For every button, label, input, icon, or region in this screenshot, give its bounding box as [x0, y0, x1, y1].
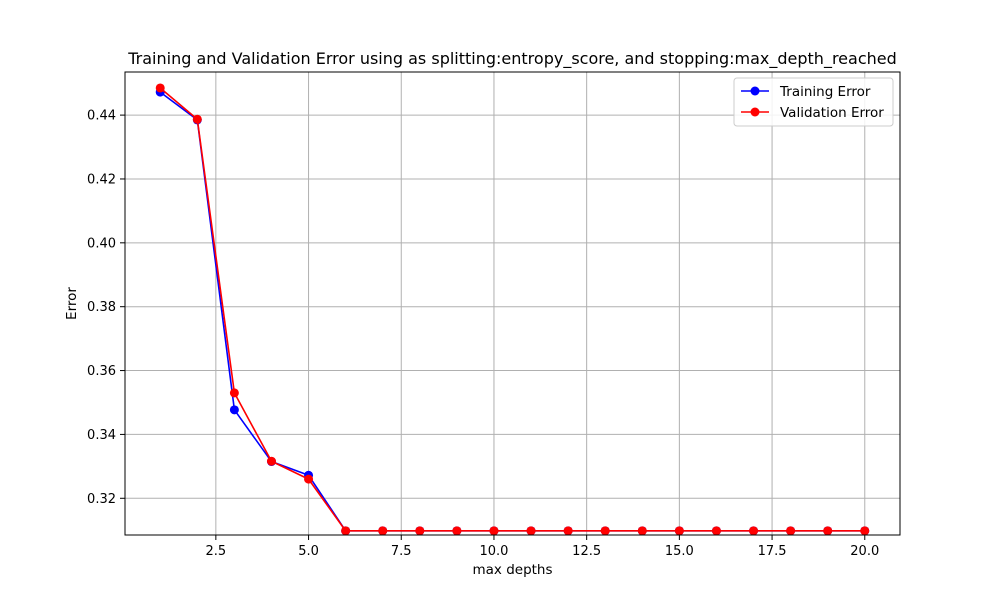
chart-title: Training and Validation Error using as s… — [127, 49, 897, 69]
data-point — [526, 526, 536, 536]
legend-marker — [750, 86, 760, 96]
y-tick-label: 0.38 — [87, 300, 116, 315]
data-point — [452, 526, 462, 536]
x-tick-label: 12.5 — [572, 544, 601, 559]
y-tick-label: 0.36 — [87, 364, 116, 379]
plot-area — [125, 72, 900, 535]
axis-ticks: 2.5 5.0 7.5 10.0 12.5 15.0 17.5 20.0 0.32 0.34 0.3… — [87, 109, 879, 559]
y-axis-label: Error — [64, 287, 80, 320]
y-tick-label: 0.32 — [87, 492, 116, 507]
data-point — [266, 456, 276, 466]
data-point — [637, 526, 647, 536]
data-point — [415, 526, 425, 536]
data-point — [674, 526, 684, 536]
data-point — [823, 526, 833, 536]
data-point — [378, 526, 388, 536]
x-axis-label: max depths — [472, 562, 552, 578]
x-tick-label: 20.0 — [850, 544, 879, 559]
y-tick-label: 0.42 — [87, 172, 116, 187]
legend-entry: Training Error — [741, 84, 871, 100]
legend-marker — [750, 107, 760, 117]
x-tick-label: 5.0 — [298, 544, 319, 559]
data-point — [229, 405, 239, 415]
series-validation-error — [155, 83, 870, 536]
series-line — [159, 87, 865, 532]
x-tick-label: 7.5 — [391, 544, 412, 559]
data-point — [304, 474, 314, 484]
data-point — [192, 114, 202, 124]
series-layer — [155, 83, 870, 536]
data-point — [155, 83, 165, 93]
x-tick-label: 2.5 — [206, 544, 227, 559]
y-tick-label: 0.40 — [87, 236, 116, 251]
data-point — [749, 526, 759, 536]
data-point — [489, 526, 499, 536]
grid-lines — [125, 72, 900, 535]
legend: Training Error Validation Error — [733, 77, 894, 127]
y-tick-label: 0.34 — [87, 428, 116, 443]
legend-label: Validation Error — [780, 105, 884, 121]
x-tick-label: 17.5 — [758, 544, 787, 559]
plot-frame — [124, 71, 901, 536]
data-point — [600, 526, 610, 536]
data-point — [229, 388, 239, 398]
legend-label: Training Error — [779, 84, 871, 100]
data-point — [341, 526, 351, 536]
data-point — [786, 526, 796, 536]
data-point — [711, 526, 721, 536]
x-tick-label: 10.0 — [479, 544, 508, 559]
data-point — [563, 526, 573, 536]
legend-box — [733, 77, 894, 127]
legend-entry: Validation Error — [741, 105, 884, 121]
x-tick-label: 15.0 — [665, 544, 694, 559]
y-tick-label: 0.44 — [87, 109, 116, 124]
data-point — [860, 526, 870, 536]
